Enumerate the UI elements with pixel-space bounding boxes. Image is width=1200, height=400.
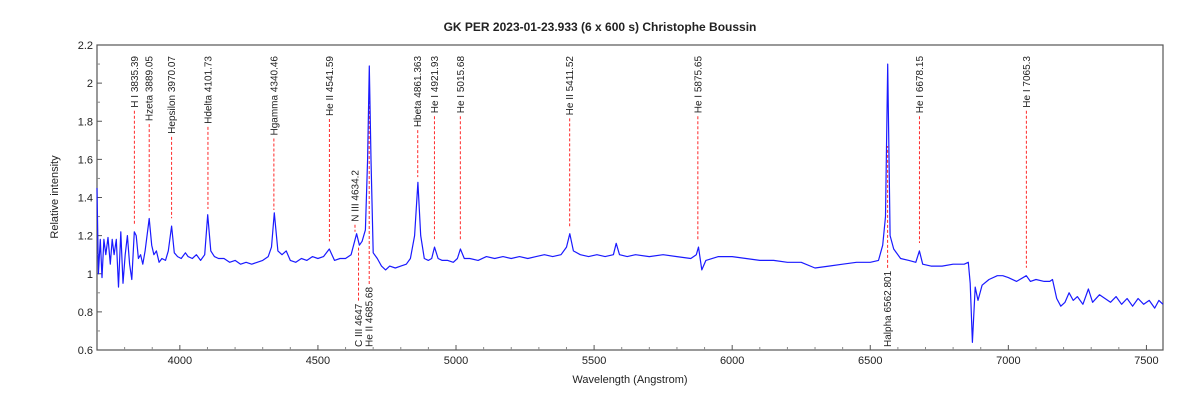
chart-title: GK PER 2023-01-23.933 (6 x 600 s) Christ… (444, 20, 757, 34)
line-marker-label: He I 6678.15 (915, 56, 926, 114)
line-marker: He I 5875.65 (693, 56, 704, 242)
line-marker-label: He I 4921.93 (430, 56, 441, 114)
line-marker: Hgamma 4340.46 (269, 56, 280, 211)
x-tick-label: 5500 (582, 355, 606, 367)
line-markers: H I 3835.39 Hzeta 3889.05 Hepsilon 3970.07… (130, 56, 1033, 347)
y-tick-label: 0.8 (78, 307, 93, 319)
line-marker-label: N III 4634.2 (350, 170, 361, 222)
y-tick-label: 1.4 (78, 193, 93, 205)
line-marker-label: Hepsilon 3970.07 (167, 56, 178, 134)
y-tick-label: 1 (87, 269, 93, 281)
line-marker-label: H I 3835.39 (130, 56, 141, 108)
line-marker-label: Hbeta 4861.363 (413, 56, 424, 128)
x-tick-label: 5000 (444, 355, 468, 367)
line-marker-label: He I 5015.68 (456, 56, 467, 114)
line-marker: He I 4921.93 (430, 56, 441, 240)
axes: 0.6 0.8 1 1.2 1.4 1.6 1.8 2 2.2 4000 4500 5000 5500 6… (78, 40, 1164, 367)
line-marker: He I 7065.3 (1022, 56, 1033, 268)
line-marker: Hzeta 3889.05 (145, 56, 156, 211)
line-marker-label: C III 4647 (354, 303, 365, 347)
x-axis-label: Wavelength (Angstrom) (572, 374, 687, 386)
plot-area (96, 63, 1164, 343)
line-marker: N III 4634.2 (350, 170, 361, 232)
line-marker-label: He I 7065.3 (1022, 56, 1033, 108)
x-tick-label: 7000 (996, 355, 1020, 367)
x-tick-label: 4000 (168, 355, 192, 367)
line-marker: He II 5411.52 (565, 56, 576, 227)
y-tick-label: 2 (87, 78, 93, 90)
line-marker: He II 4541.59 (325, 56, 336, 242)
plot-frame (96, 44, 1164, 351)
line-marker-label: Hzeta 3889.05 (145, 56, 156, 121)
line-marker: Hdelta 4101.73 (203, 56, 214, 210)
x-tick-label: 7500 (1134, 355, 1158, 367)
line-marker: Hepsilon 3970.07 (167, 56, 178, 219)
spectrum-line (96, 63, 1164, 343)
line-marker-label: He II 4541.59 (325, 56, 336, 116)
x-tick-label: 6500 (858, 355, 882, 367)
x-tick-label: 6000 (720, 355, 744, 367)
line-marker: Halpha 6562.801 (883, 146, 894, 347)
y-tick-label: 0.6 (78, 345, 93, 357)
line-marker-label: Hgamma 4340.46 (269, 56, 280, 136)
line-marker: C III 4647 (354, 245, 365, 347)
line-marker: He II 4685.68 (365, 74, 376, 347)
y-tick-label: 1.2 (78, 231, 93, 243)
y-tick-label: 2.2 (78, 40, 93, 52)
line-marker-label: He II 4685.68 (365, 287, 376, 347)
line-marker: H I 3835.39 (130, 56, 141, 225)
x-tick-label: 4500 (306, 355, 330, 367)
line-marker: He I 5015.68 (456, 56, 467, 242)
line-marker-label: Hdelta 4101.73 (203, 56, 214, 124)
y-tick-label: 1.8 (78, 116, 93, 128)
y-axis-label: Relative intensity (49, 155, 61, 239)
line-marker-label: He I 5875.65 (693, 56, 704, 114)
line-marker-label: Halpha 6562.801 (883, 270, 894, 347)
y-tick-label: 1.6 (78, 154, 93, 166)
line-marker: Hbeta 4861.363 (413, 56, 424, 178)
line-marker-label: He II 5411.52 (565, 56, 576, 116)
line-marker: He I 6678.15 (915, 56, 926, 244)
